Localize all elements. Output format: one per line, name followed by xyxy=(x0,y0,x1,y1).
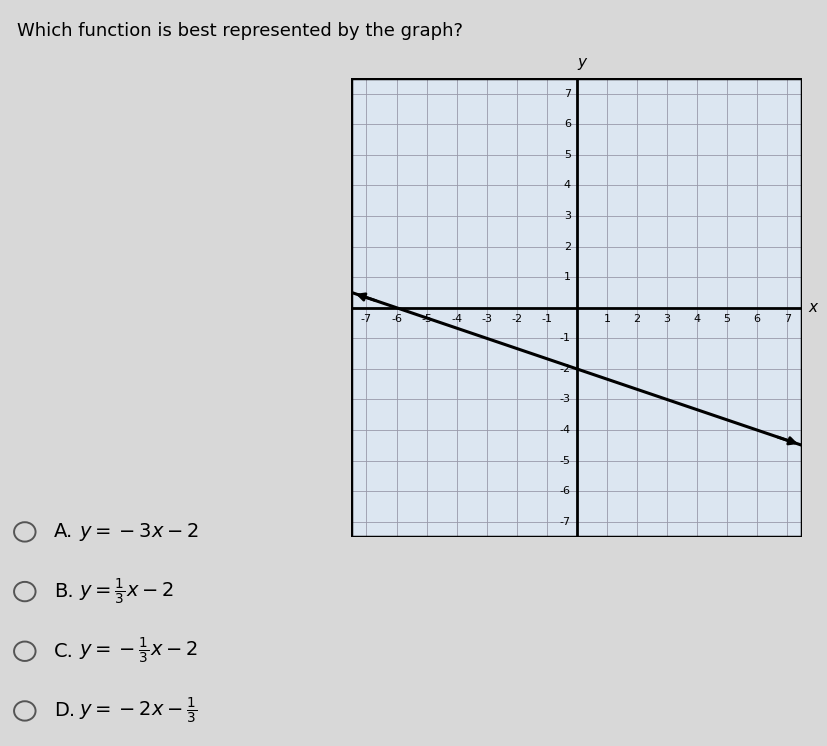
Text: -6: -6 xyxy=(391,314,402,324)
Text: $y = -2x - \frac{1}{3}$: $y = -2x - \frac{1}{3}$ xyxy=(79,696,197,726)
Text: 1: 1 xyxy=(604,314,610,324)
Text: C.: C. xyxy=(54,642,74,661)
Text: 3: 3 xyxy=(663,314,671,324)
Text: 6: 6 xyxy=(753,314,761,324)
Text: -5: -5 xyxy=(560,456,571,466)
Text: 2: 2 xyxy=(564,242,571,251)
Text: 4: 4 xyxy=(694,314,700,324)
Text: 7: 7 xyxy=(564,89,571,98)
Text: -1: -1 xyxy=(542,314,552,324)
Text: $y$: $y$ xyxy=(577,56,589,72)
Text: 4: 4 xyxy=(564,181,571,190)
Text: $y = -\frac{1}{3}x - 2$: $y = -\frac{1}{3}x - 2$ xyxy=(79,636,198,666)
Text: 7: 7 xyxy=(784,314,791,324)
Text: 6: 6 xyxy=(564,119,571,129)
Text: -7: -7 xyxy=(560,517,571,527)
Text: -5: -5 xyxy=(421,314,432,324)
Text: 5: 5 xyxy=(564,150,571,160)
Text: $y = \frac{1}{3}x - 2$: $y = \frac{1}{3}x - 2$ xyxy=(79,577,174,606)
Text: 3: 3 xyxy=(564,211,571,221)
Text: -4: -4 xyxy=(560,425,571,435)
Text: 5: 5 xyxy=(724,314,730,324)
Text: -2: -2 xyxy=(560,364,571,374)
Text: B.: B. xyxy=(54,582,74,601)
Text: $x$: $x$ xyxy=(808,300,820,316)
Text: -7: -7 xyxy=(361,314,372,324)
Text: -3: -3 xyxy=(560,395,571,404)
Text: -1: -1 xyxy=(560,333,571,343)
Text: -2: -2 xyxy=(511,314,523,324)
Text: $y = -3x - 2$: $y = -3x - 2$ xyxy=(79,521,198,543)
Text: -6: -6 xyxy=(560,486,571,496)
Text: Which function is best represented by the graph?: Which function is best represented by th… xyxy=(17,22,462,40)
Text: -4: -4 xyxy=(451,314,462,324)
Text: 2: 2 xyxy=(633,314,640,324)
Text: A.: A. xyxy=(54,522,73,542)
Text: 1: 1 xyxy=(564,272,571,282)
Text: D.: D. xyxy=(54,701,75,721)
Text: -3: -3 xyxy=(481,314,492,324)
